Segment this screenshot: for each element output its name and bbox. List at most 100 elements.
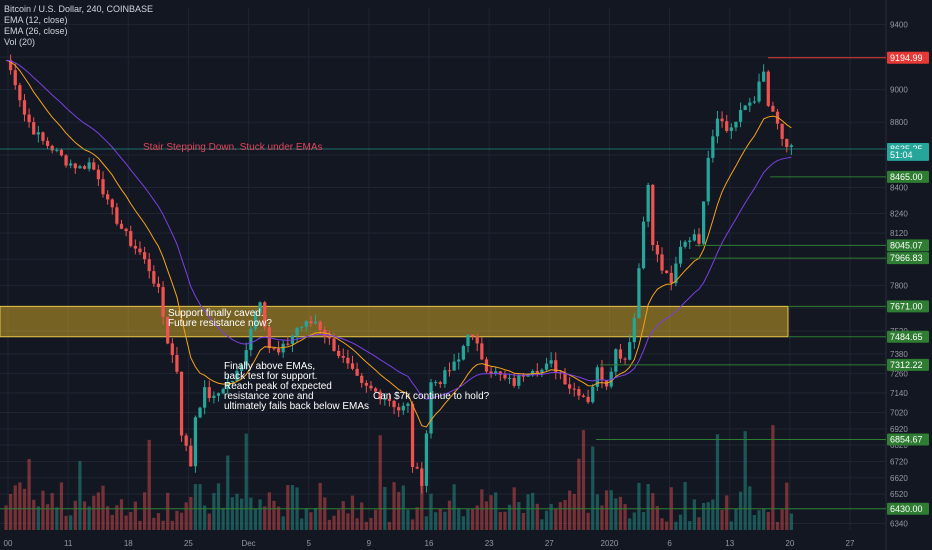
volume-bar xyxy=(50,493,54,530)
candle-body xyxy=(249,328,253,351)
candle-body xyxy=(420,468,424,486)
volume-bar xyxy=(138,520,142,530)
candle-body xyxy=(697,234,701,244)
candle-body xyxy=(438,382,442,384)
candle-body xyxy=(124,228,128,232)
candle-body xyxy=(475,336,479,344)
volume-bar xyxy=(96,492,101,530)
volume-bar xyxy=(142,492,147,530)
volume-bar xyxy=(369,518,373,530)
y-tick-label: 7020 xyxy=(890,409,908,418)
y-tick-label: 7800 xyxy=(890,281,908,290)
volume-bar xyxy=(600,505,604,530)
volume-bar xyxy=(115,505,119,530)
x-tick-label: 2020 xyxy=(601,539,619,548)
price-tag-label: 7484.65 xyxy=(890,332,923,342)
candle-body xyxy=(738,110,743,122)
volume-bar xyxy=(646,484,650,530)
candle-body xyxy=(110,199,114,208)
volume-bar xyxy=(110,514,114,530)
candle-body xyxy=(734,121,738,128)
candle-body xyxy=(725,121,729,131)
volume-bar xyxy=(632,512,636,530)
volume-bar xyxy=(780,509,784,530)
candle-body xyxy=(59,149,64,156)
volume-bar xyxy=(447,500,452,530)
volume-bar xyxy=(766,512,770,530)
volume-bar xyxy=(715,434,720,530)
volume-bar xyxy=(27,458,31,530)
price-tag-label: 7966.83 xyxy=(890,253,923,263)
volume-bar xyxy=(577,458,581,530)
candle-body xyxy=(235,370,239,381)
candle-body xyxy=(304,321,308,327)
candle-body xyxy=(355,368,359,376)
candle-body xyxy=(147,259,151,272)
candle-body xyxy=(27,114,31,123)
volume-bar xyxy=(655,506,660,530)
x-tick-label: 20 xyxy=(785,539,794,548)
volume-bar xyxy=(346,513,350,530)
volume-bar xyxy=(683,482,687,530)
candle-body xyxy=(531,370,535,375)
volume-bar xyxy=(350,495,355,530)
x-tick-label: 13 xyxy=(725,539,734,548)
volume-bar xyxy=(410,519,415,530)
volume-bar xyxy=(738,491,743,530)
volume-bar xyxy=(55,507,59,530)
candle-body xyxy=(263,302,267,328)
price-tag-label: 9194.99 xyxy=(890,53,923,63)
candle-body xyxy=(743,105,747,111)
candle-body xyxy=(701,201,706,244)
volume-bar xyxy=(725,495,729,530)
candle-body xyxy=(600,367,604,381)
candle-body xyxy=(309,321,313,324)
candle-body xyxy=(383,398,387,400)
candle-body xyxy=(207,387,211,398)
candle-body xyxy=(484,359,489,372)
candle-body xyxy=(138,248,142,253)
candle-body xyxy=(156,283,161,288)
symbol-title: Bitcoin / U.S. Dollar, 240, COINBASE xyxy=(4,4,154,14)
ema26-legend: EMA (26, close) xyxy=(4,26,68,36)
volume-bar xyxy=(470,508,475,530)
ema26-line xyxy=(5,59,792,400)
volume-bar xyxy=(364,521,368,530)
candle-body xyxy=(9,60,13,71)
candle-body xyxy=(720,118,724,122)
volume-bar xyxy=(73,500,77,530)
volume-bar xyxy=(743,431,747,530)
volume-bar xyxy=(41,490,45,530)
volume-bar xyxy=(544,510,549,530)
candle-body xyxy=(521,375,526,377)
volume-bar xyxy=(341,501,345,530)
candle-body xyxy=(170,343,174,355)
candle-body xyxy=(614,349,618,372)
price-tag xyxy=(887,358,929,371)
volume-bar xyxy=(235,493,239,530)
volume-bar xyxy=(230,497,234,530)
volume-bar xyxy=(133,501,137,530)
annotation-2: Support finally caved. Future resistance … xyxy=(168,308,272,329)
chart-legend: Bitcoin / U.S. Dollar, 240, COINBASE EMA… xyxy=(4,4,153,48)
volume-bar xyxy=(313,507,318,530)
candle-body xyxy=(341,356,345,358)
candle-body xyxy=(189,445,193,467)
candle-body xyxy=(752,101,757,103)
volume-bar xyxy=(503,511,507,530)
volume-bar xyxy=(692,499,696,530)
candle-body xyxy=(586,396,590,403)
annotation-line: Stair Stepping Down. Stuck under EMAs xyxy=(143,142,323,153)
candle-body xyxy=(41,132,45,141)
volume-bar xyxy=(170,520,174,530)
y-tick-label: 6820 xyxy=(890,441,908,450)
volume-bar xyxy=(498,511,502,530)
volume-bar xyxy=(623,504,627,530)
volume-bar xyxy=(762,508,766,530)
price-tag-label: 6854.67 xyxy=(890,435,923,445)
volume-bar xyxy=(78,461,82,530)
candle-body xyxy=(517,375,521,386)
price-tag-label: 7671.00 xyxy=(890,301,923,311)
y-tick-label: 7260 xyxy=(890,369,908,378)
